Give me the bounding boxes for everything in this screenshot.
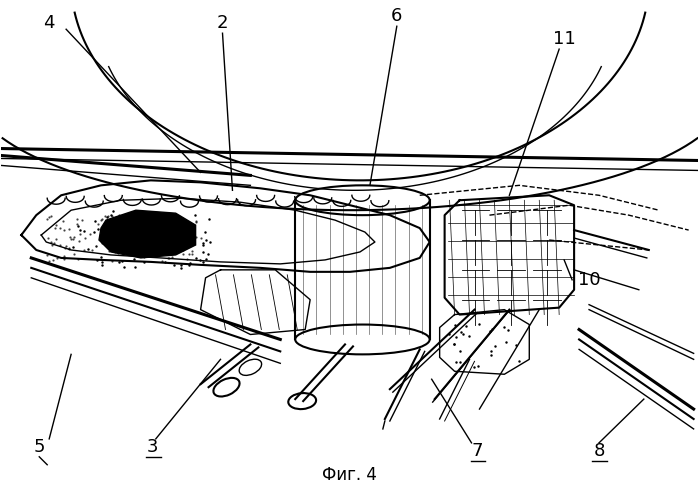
Text: 6: 6 [391, 7, 403, 25]
Text: Фиг. 4: Фиг. 4 [322, 466, 377, 484]
Text: 2: 2 [217, 14, 229, 32]
Text: 8: 8 [593, 442, 605, 460]
Text: 10: 10 [578, 271, 600, 289]
Polygon shape [99, 210, 196, 258]
Text: 3: 3 [147, 438, 159, 456]
Text: 4: 4 [43, 14, 55, 32]
Text: 5: 5 [34, 438, 45, 456]
Text: 11: 11 [553, 30, 575, 48]
Text: 7: 7 [472, 442, 483, 460]
